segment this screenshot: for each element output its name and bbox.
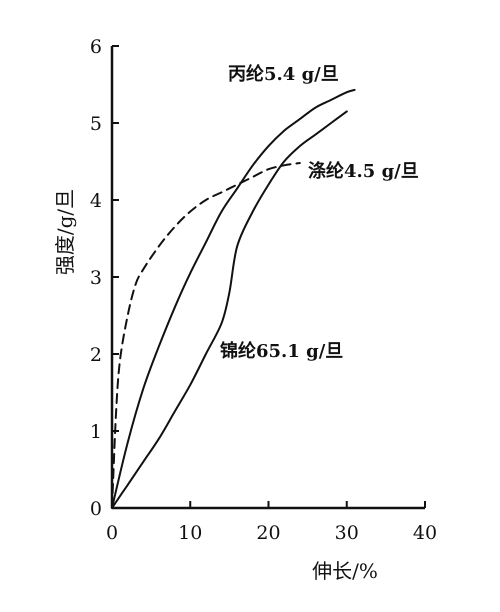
y-tick-label: 3 xyxy=(90,267,102,289)
series-line-nylon xyxy=(111,110,348,509)
y-tick-label: 6 xyxy=(90,36,102,58)
x-tick-label: 30 xyxy=(335,522,359,544)
y-tick-label: 0 xyxy=(90,498,102,520)
x-ticks: 0 10 20 30 40 xyxy=(106,501,437,544)
series-layer xyxy=(111,88,356,509)
series-label-polypropylene: 丙纶5.4 g/旦 xyxy=(228,63,339,85)
y-tick-label: 2 xyxy=(90,344,102,366)
y-tick-label: 1 xyxy=(90,421,102,443)
series-line-polyester xyxy=(111,162,301,509)
y-axis-title: 强度/g/旦 xyxy=(53,189,77,275)
x-tick-label: 40 xyxy=(413,522,437,544)
y-tick-label: 5 xyxy=(90,113,102,135)
x-tick-label: 10 xyxy=(178,522,202,544)
series-line-polypropylene xyxy=(111,88,356,509)
x-tick-label: 20 xyxy=(256,522,280,544)
x-tick-label: 0 xyxy=(106,522,118,544)
series-label-polyester: 涤纶4.5 g/旦 xyxy=(308,160,419,182)
y-tick-label: 4 xyxy=(90,190,102,212)
x-axis-title: 伸长/% xyxy=(312,559,378,583)
series-label-nylon: 锦纶65.1 g/旦 xyxy=(220,340,343,362)
